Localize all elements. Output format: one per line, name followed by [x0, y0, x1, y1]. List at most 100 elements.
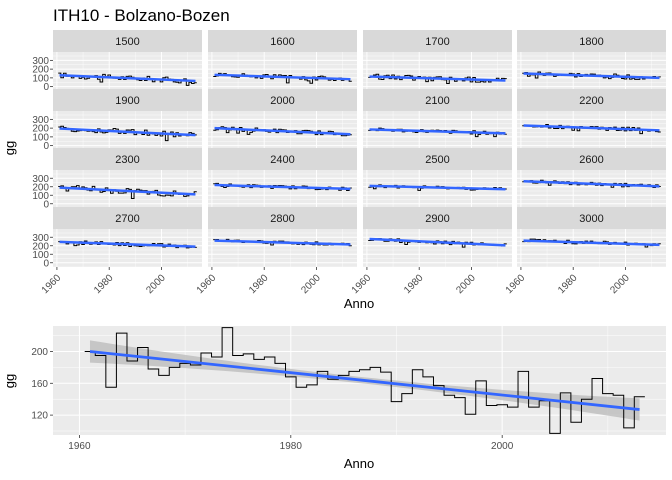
panel-background	[53, 229, 202, 267]
facet-strip-label: 2300	[115, 154, 139, 166]
panel-background	[363, 52, 512, 91]
facet-strip	[53, 89, 202, 111]
facet-strip-label: 2400	[270, 154, 294, 166]
trend-line	[523, 124, 660, 132]
x-tick-label: 1980	[92, 272, 116, 296]
trend-line	[89, 350, 640, 411]
facet-strip	[363, 207, 512, 229]
x-tick-label: 1980	[556, 272, 580, 296]
x-tick-label: 1960	[504, 272, 528, 296]
panel-background	[208, 229, 357, 267]
trend-line	[59, 186, 196, 196]
x-tick-label: 2000	[608, 272, 632, 296]
series-step-line	[84, 327, 645, 434]
trend-line	[369, 184, 506, 191]
facet-strip-label: 2500	[425, 154, 449, 166]
trend-line	[369, 128, 506, 135]
panel-background	[517, 229, 666, 267]
facet-strip	[517, 148, 666, 170]
facet-strip	[517, 30, 666, 52]
y-tick-label: 300	[32, 115, 49, 126]
facet-strip	[53, 148, 202, 170]
trend-line	[214, 239, 351, 246]
x-tick-label: 1960	[195, 272, 219, 296]
y-tick-label: 0	[43, 199, 49, 210]
facet-strip-label: 1700	[425, 36, 449, 48]
y-tick-label: 200	[32, 241, 49, 252]
facet-panel-1700: 1700	[363, 30, 512, 92]
facet-strip-label: 2200	[579, 95, 603, 107]
series-step-line	[213, 126, 352, 137]
y-tick-label: 200	[32, 65, 49, 76]
facet-strip	[208, 207, 357, 229]
y-tick-label: 100	[32, 132, 49, 143]
trend-line	[523, 239, 660, 247]
facet-strip	[517, 89, 666, 111]
x-tick-label: 2000	[454, 272, 478, 296]
x-tick-label: 2000	[299, 272, 323, 296]
y-tick-label: 200	[32, 182, 49, 193]
y-tick-label: 100	[32, 250, 49, 261]
facet-strip-label: 1500	[115, 36, 139, 48]
facet-strip	[53, 207, 202, 229]
x-tick-label: 2000	[144, 272, 168, 296]
facet-strip-label: 1600	[270, 36, 294, 48]
y-tick-label: 200	[31, 347, 48, 358]
facet-strip	[208, 30, 357, 52]
facet-panel-2900: 2900 1960 1980 2000	[350, 207, 512, 296]
y-tick-label: 160	[31, 379, 48, 390]
facet-strip	[363, 89, 512, 111]
facet-strip	[53, 30, 202, 52]
trend-line	[523, 72, 660, 80]
facet-strip-label: 2800	[270, 213, 294, 225]
y-tick-label: 300	[32, 233, 49, 244]
x-tick-label: 1980	[280, 441, 303, 452]
trend-line	[369, 237, 506, 247]
y-tick-label: 200	[32, 124, 49, 135]
facet-strip-label: 2000	[270, 95, 294, 107]
facet-strip-label: 2700	[115, 213, 139, 225]
x-tick-label: 1960	[68, 441, 91, 452]
bottom-y-axis-title: gg	[2, 374, 17, 388]
y-tick-label: 0	[43, 82, 49, 93]
panel-background	[53, 52, 202, 91]
facet-panel-2000: 2000	[208, 89, 357, 151]
trend-line	[523, 179, 660, 188]
facet-x-axis-title: Anno	[344, 296, 374, 311]
facet-strip	[208, 89, 357, 111]
facet-panel-2200: 2200	[517, 89, 666, 151]
y-tick-label: 120	[31, 411, 48, 422]
facet-strip-label: 3000	[579, 213, 603, 225]
facet-strip-label: 2900	[425, 213, 449, 225]
facet-strip	[517, 207, 666, 229]
trend-line	[59, 240, 196, 248]
trend-line	[214, 73, 351, 81]
bottom-x-axis-title: Anno	[344, 456, 374, 471]
trend-line	[214, 183, 351, 191]
x-tick-label: 1980	[402, 272, 426, 296]
facet-strip-label: 1900	[115, 95, 139, 107]
trend-line	[59, 127, 196, 137]
x-tick-label: 1960	[350, 272, 374, 296]
facet-panel-2600: 2600	[517, 148, 666, 209]
facet-panel-1600: 1600	[208, 30, 357, 92]
facet-panel-2800: 2800 1960 1980 2000	[195, 207, 357, 296]
y-tick-label: 100	[32, 73, 49, 84]
trend-line	[214, 126, 351, 136]
facet-panel-2100: 2100	[363, 89, 512, 151]
facet-strip	[363, 30, 512, 52]
facet-strip-label: 1800	[579, 36, 603, 48]
panel-background	[208, 52, 357, 91]
panel-background	[517, 52, 666, 91]
y-tick-label: 300	[32, 56, 49, 67]
x-tick-label: 2000	[491, 441, 514, 452]
y-tick-label: 100	[32, 191, 49, 202]
chart-title: ITH10 - Bolzano-Bozen	[53, 6, 230, 25]
facet-strip	[363, 148, 512, 170]
trend-line	[369, 75, 506, 82]
y-tick-label: 300	[32, 174, 49, 185]
